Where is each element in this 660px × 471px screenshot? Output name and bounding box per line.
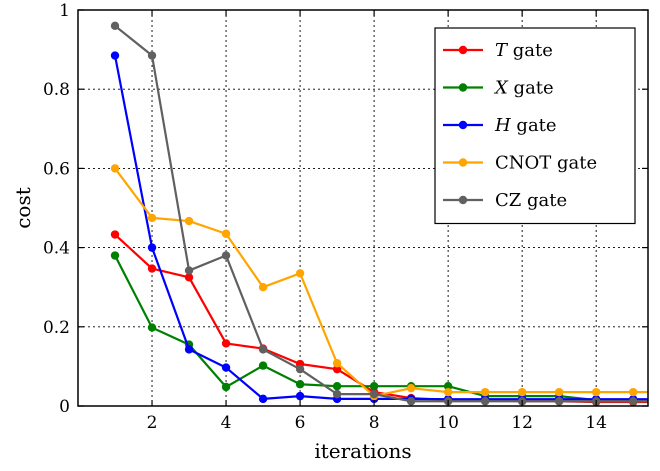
legend-marker <box>458 120 468 130</box>
data-point <box>369 389 379 399</box>
legend-label-symbol: H <box>494 115 511 136</box>
series-line <box>113 55 648 401</box>
data-point <box>221 382 231 392</box>
legend-marker <box>458 83 468 92</box>
data-point <box>147 264 157 273</box>
y-axis-label: cost <box>11 187 35 229</box>
data-point <box>517 387 527 397</box>
series-line <box>114 24 648 403</box>
data-point <box>184 216 194 226</box>
data-point <box>110 251 120 260</box>
legend-marker <box>458 158 468 167</box>
data-point <box>406 383 416 393</box>
x-tick-label: 6 <box>295 413 306 433</box>
data-point <box>110 230 120 239</box>
series-0 <box>110 230 648 406</box>
data-point <box>369 382 379 391</box>
legend-item: CNOT gate <box>443 153 597 174</box>
data-point <box>258 394 268 404</box>
data-point <box>110 21 120 31</box>
y-tick-label: 0.8 <box>43 80 70 100</box>
series-group <box>110 21 648 406</box>
y-tick-label: 0.4 <box>43 239 70 259</box>
legend-label: X gate <box>493 78 554 99</box>
x-tick-label: 10 <box>437 413 459 433</box>
data-point <box>480 387 490 397</box>
data-point <box>147 323 157 332</box>
series-line <box>114 255 648 402</box>
y-tick-label: 0.2 <box>43 318 70 338</box>
data-point <box>332 364 342 374</box>
data-point <box>184 273 194 282</box>
legend-item: CZ gate <box>443 190 567 211</box>
data-point <box>591 387 601 397</box>
x-tick-label: 8 <box>369 413 380 433</box>
data-point <box>221 339 231 348</box>
data-point <box>110 164 120 173</box>
legend-label: T gate <box>495 40 553 61</box>
data-point <box>443 382 453 391</box>
series-1 <box>110 251 648 405</box>
data-point <box>628 387 638 397</box>
data-point <box>147 51 157 60</box>
data-point <box>184 345 194 354</box>
y-tick-label: 0.6 <box>43 159 70 179</box>
x-tick-label: 4 <box>221 413 232 433</box>
legend-label-symbol: T <box>495 40 509 61</box>
x-tick-label: 12 <box>511 413 533 433</box>
data-point <box>332 359 342 368</box>
data-point <box>258 283 268 292</box>
legend-item: X gate <box>443 78 554 99</box>
data-point <box>480 397 490 406</box>
data-point <box>221 251 231 260</box>
axis-ticks: 2 4 6 8 10 12 14 0 0.2 0.4 0.6 0.8 1 <box>43 1 648 433</box>
data-point <box>443 387 453 397</box>
data-point <box>332 382 342 391</box>
legend-label-text: CNOT gate <box>495 153 597 174</box>
data-point <box>295 364 305 374</box>
legend-item: T gate <box>443 40 553 61</box>
plot-frame <box>77 9 649 407</box>
series-line <box>114 233 648 404</box>
data-point <box>406 397 416 406</box>
legend-label-symbol: X <box>493 78 509 99</box>
legend-label: CZ gate <box>495 190 567 211</box>
data-point <box>258 361 268 370</box>
legend-marker <box>458 45 468 55</box>
legend-label-text: CZ gate <box>495 190 567 211</box>
data-point <box>554 387 564 397</box>
data-point <box>628 397 638 406</box>
series-3 <box>110 164 648 401</box>
series-4 <box>110 21 648 406</box>
data-point <box>221 363 231 372</box>
legend-label-text: gate <box>507 40 553 61</box>
data-point <box>295 380 305 389</box>
y-tick-label: 0 <box>59 397 70 417</box>
data-point <box>258 345 268 354</box>
legend-label-text: gate <box>511 115 557 136</box>
series-line <box>114 167 648 398</box>
legend-item: H gate <box>443 115 557 136</box>
data-point <box>147 243 157 252</box>
data-point <box>147 213 157 223</box>
data-point <box>295 391 305 401</box>
data-point <box>110 51 120 60</box>
x-tick-label: 2 <box>147 413 158 433</box>
legend-label: CNOT gate <box>495 153 597 174</box>
data-point <box>184 266 194 275</box>
legend-label: H gate <box>494 115 557 136</box>
x-axis-label: iterations <box>314 439 411 463</box>
data-point <box>332 389 342 399</box>
y-tick-label: 1 <box>59 1 70 21</box>
data-point <box>221 229 231 238</box>
data-point <box>554 397 564 406</box>
data-point <box>295 269 305 278</box>
legend-marker <box>458 195 468 205</box>
legend-label-text: gate <box>508 78 554 99</box>
x-tick-label: 14 <box>585 413 607 433</box>
